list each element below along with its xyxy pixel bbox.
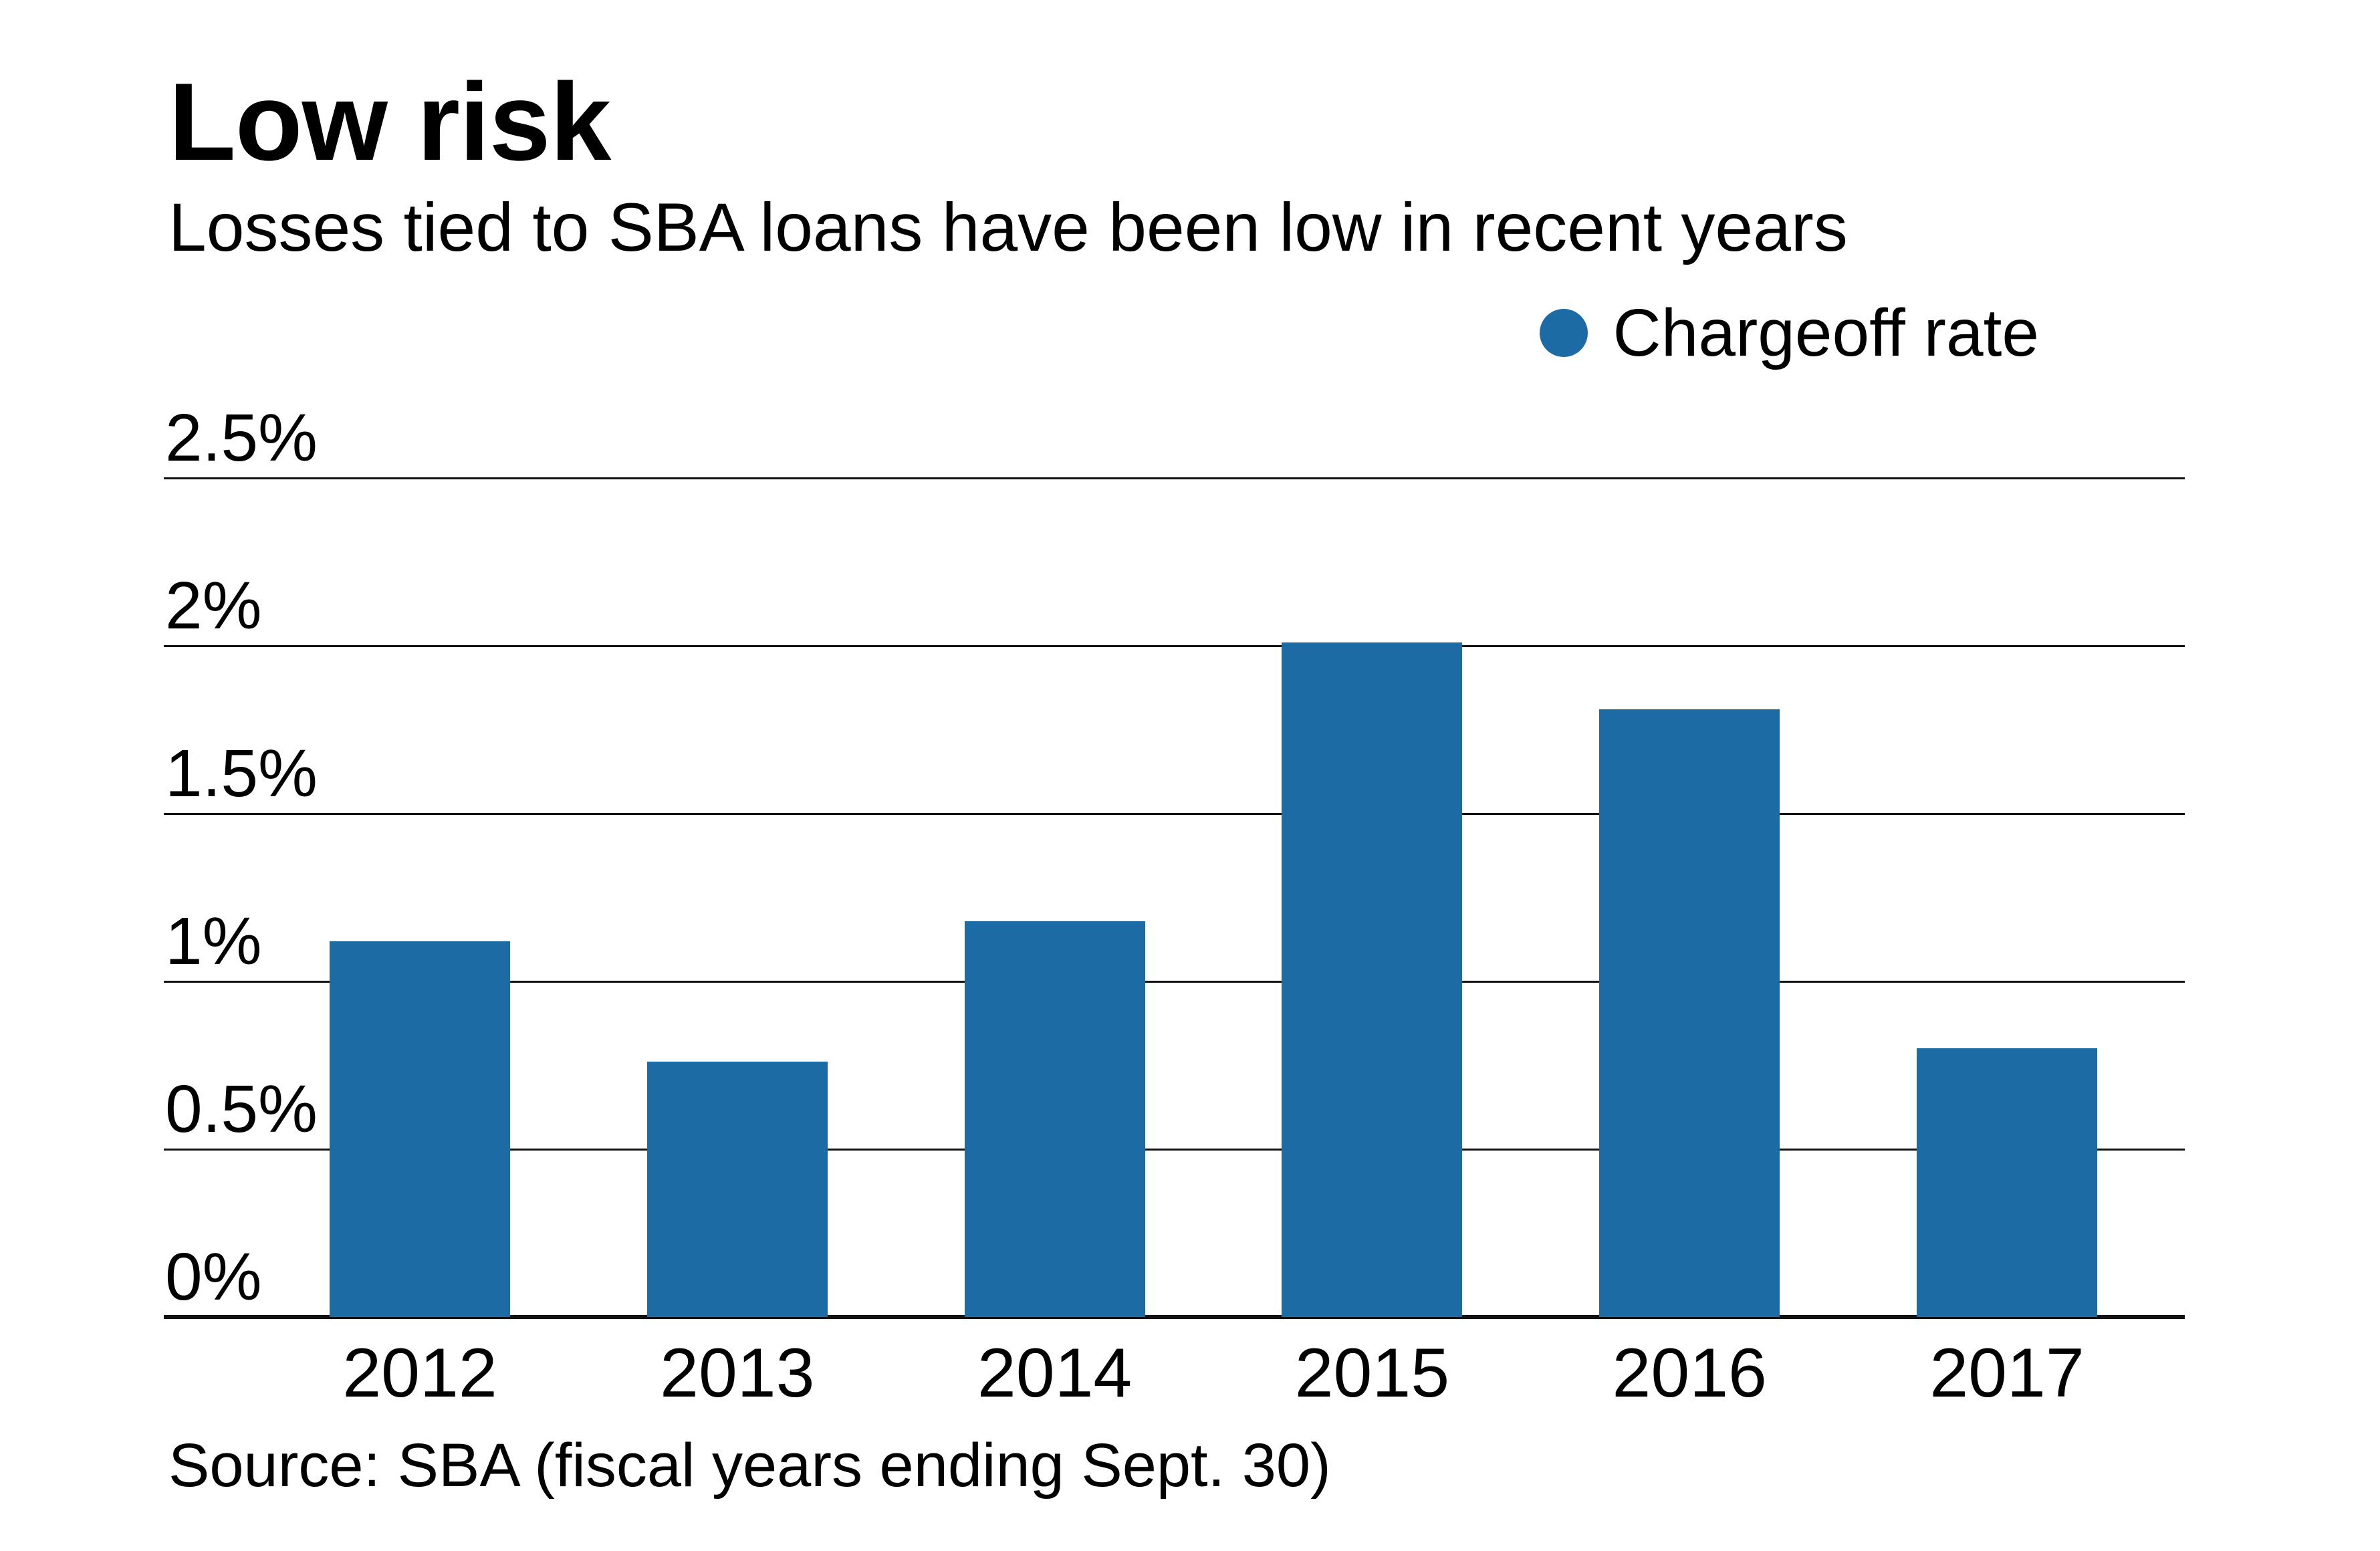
gridline	[164, 477, 2185, 479]
bar-2014	[964, 921, 1145, 1317]
x-tick-label: 2016	[1612, 1334, 1767, 1412]
x-tick-label: 2012	[342, 1334, 497, 1412]
y-tick-label: 1%	[165, 904, 262, 979]
bar-2013	[646, 1062, 828, 1317]
chart-title: Low risk	[168, 60, 611, 183]
gridline	[164, 1148, 2185, 1151]
y-tick-label: 2.5%	[165, 400, 318, 475]
y-tick-label: 0.5%	[165, 1072, 318, 1147]
x-tick-label: 2015	[1294, 1334, 1450, 1412]
legend: Chargeoff rate	[1539, 295, 2039, 370]
bar-2016	[1599, 709, 1780, 1317]
chart-subtitle: Losses tied to SBA loans have been low i…	[168, 189, 1848, 265]
x-tick-label: 2013	[660, 1334, 815, 1412]
x-tick-label: 2014	[977, 1334, 1133, 1412]
plot-area: 2.5% 2% 1.5% 1% 0.5% 0% 2012 2013 2014 2015 2016 20…	[164, 404, 2185, 1408]
bar-2015	[1282, 642, 1463, 1317]
y-tick-label: 2%	[165, 568, 262, 643]
x-tick-label: 2017	[1929, 1334, 2085, 1412]
y-tick-label: 0%	[165, 1239, 262, 1314]
x-axis-baseline	[164, 1315, 2185, 1319]
bar-2017	[1917, 1048, 2097, 1317]
gridline	[164, 812, 2185, 815]
legend-label: Chargeoff rate	[1613, 295, 2039, 370]
source-note: Source: SBA (fiscal years ending Sept. 3…	[168, 1431, 1331, 1500]
gridline	[164, 980, 2185, 983]
y-tick-label: 1.5%	[165, 736, 318, 811]
legend-marker-icon	[1539, 309, 1588, 357]
bar-2012	[330, 941, 510, 1317]
gridline	[164, 644, 2185, 647]
